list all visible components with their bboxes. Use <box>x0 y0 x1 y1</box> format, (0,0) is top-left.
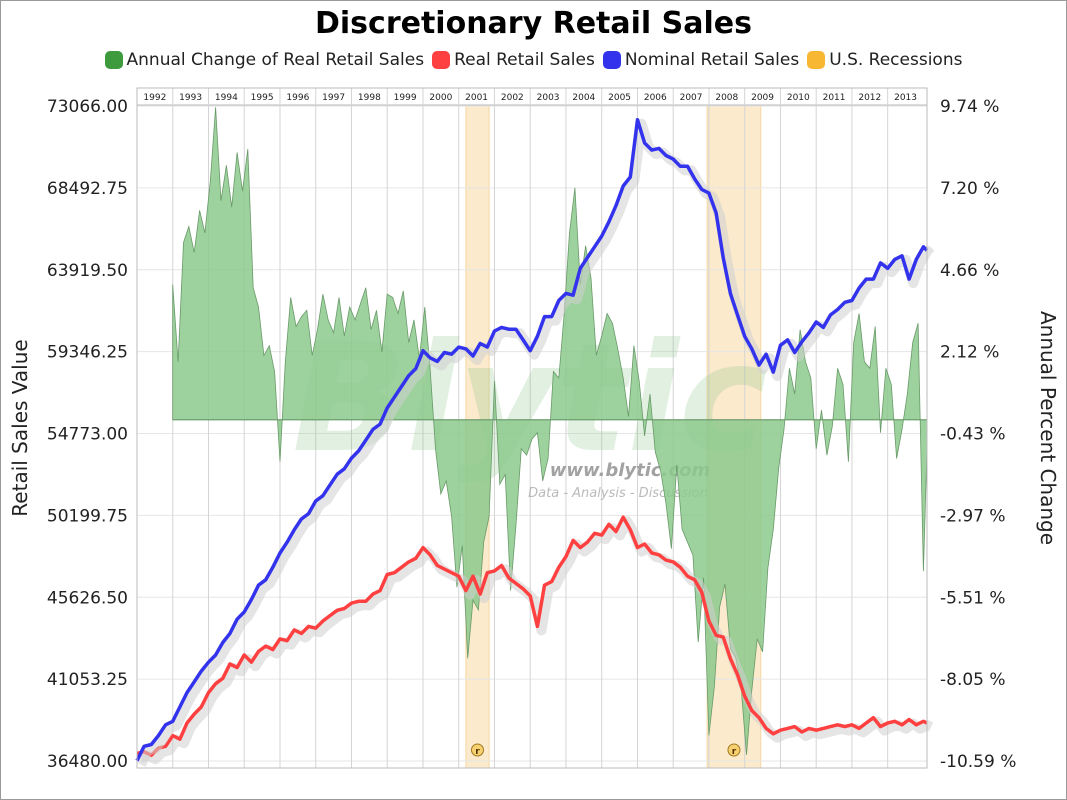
y-tick-label-right: 7.20 % <box>940 179 999 199</box>
x-tick-label: 1993 <box>179 93 202 103</box>
watermark-tagline: Data - Analysis - Discussion <box>528 486 708 501</box>
y-tick-label-left: 59346.25 <box>47 343 128 363</box>
legend-item[interactable]: Annual Change of Real Retail Sales <box>104 50 425 70</box>
y-tick-label-left: 50199.75 <box>47 506 128 526</box>
plot-border <box>136 87 928 769</box>
nominal-retail-sales-line-band <box>136 118 935 767</box>
real-retail-sales-line <box>136 515 928 758</box>
annual-change-area <box>172 107 928 755</box>
y-tick-label-right: -8.05 % <box>940 670 1006 690</box>
x-tick-label: 2005 <box>608 93 631 103</box>
y-tick-label-right: -0.43 % <box>940 425 1006 445</box>
x-tick-label: 1999 <box>394 93 417 103</box>
x-tick-label: 1992 <box>143 93 166 103</box>
y-tick-label-left: 68492.75 <box>47 179 128 199</box>
y-tick-label-right: -10.59 % <box>940 752 1016 772</box>
y-tick-label-right: 2.12 % <box>940 343 999 363</box>
x-tick-label: 2012 <box>858 93 881 103</box>
legend-swatch <box>602 51 621 69</box>
x-tick-label: 1996 <box>286 93 309 103</box>
legend-item[interactable]: Nominal Retail Sales <box>602 50 800 70</box>
y-tick-label-left: 36480.00 <box>47 752 128 772</box>
nominal-retail-sales-line <box>135 117 929 762</box>
y-tick-label-right: 9.74 % <box>940 97 999 117</box>
x-tick-label: 1998 <box>358 93 381 103</box>
legend-swatch <box>807 51 826 69</box>
y-axis-title-right: Annual Percent Change <box>1036 311 1060 545</box>
recession-marker-label: r <box>732 747 737 757</box>
y-tick-label-right: -5.51 % <box>940 588 1006 608</box>
x-tick-label: 2011 <box>823 93 846 103</box>
chart-title: Discretionary Retail Sales <box>315 6 752 41</box>
legend-item[interactable]: U.S. Recessions <box>807 50 962 70</box>
x-tick-label: 2007 <box>680 93 703 103</box>
legend: Annual Change of Real Retail Sales Real R… <box>0 50 1067 70</box>
y-tick-label-left: 63919.50 <box>47 261 128 281</box>
y-tick-label-right: -2.97 % <box>940 506 1006 526</box>
y-tick-label-left: 54773.00 <box>47 425 128 445</box>
y-tick-label-left: 45626.50 <box>47 588 128 608</box>
y-tick-label-right: 4.66 % <box>940 261 999 281</box>
recession-marker <box>727 743 741 757</box>
recession-marker <box>470 743 484 757</box>
legend-label: U.S. Recessions <box>829 50 963 70</box>
legend-swatch <box>104 51 123 69</box>
x-tick-label: 2003 <box>537 93 560 103</box>
legend-item[interactable]: Real Retail Sales <box>432 50 595 70</box>
x-tick-label: 1995 <box>251 93 274 103</box>
x-tick-label: 1994 <box>215 93 238 103</box>
y-tick-label-left: 41053.25 <box>47 670 128 690</box>
x-tick-label: 2010 <box>787 93 810 103</box>
x-tick-label: 2004 <box>572 93 595 103</box>
legend-swatch <box>432 51 451 69</box>
legend-label: Annual Change of Real Retail Sales <box>126 50 425 70</box>
x-tick-label: 2002 <box>501 93 524 103</box>
x-tick-label: 2000 <box>429 93 452 103</box>
recession-marker-label: r <box>475 747 480 757</box>
x-tick-label: 2008 <box>715 93 738 103</box>
x-tick-label: 2006 <box>644 93 667 103</box>
x-tick-label: 2013 <box>894 93 917 103</box>
x-tick-label: 2009 <box>751 93 774 103</box>
x-tick-label: 2001 <box>465 93 488 103</box>
y-tick-label-left: 73066.00 <box>47 97 128 117</box>
legend-label: Nominal Retail Sales <box>624 50 800 70</box>
x-tick-label: 1997 <box>322 93 345 103</box>
legend-label: Real Retail Sales <box>454 50 595 70</box>
y-axis-title-left: Retail Sales Value <box>8 339 32 516</box>
